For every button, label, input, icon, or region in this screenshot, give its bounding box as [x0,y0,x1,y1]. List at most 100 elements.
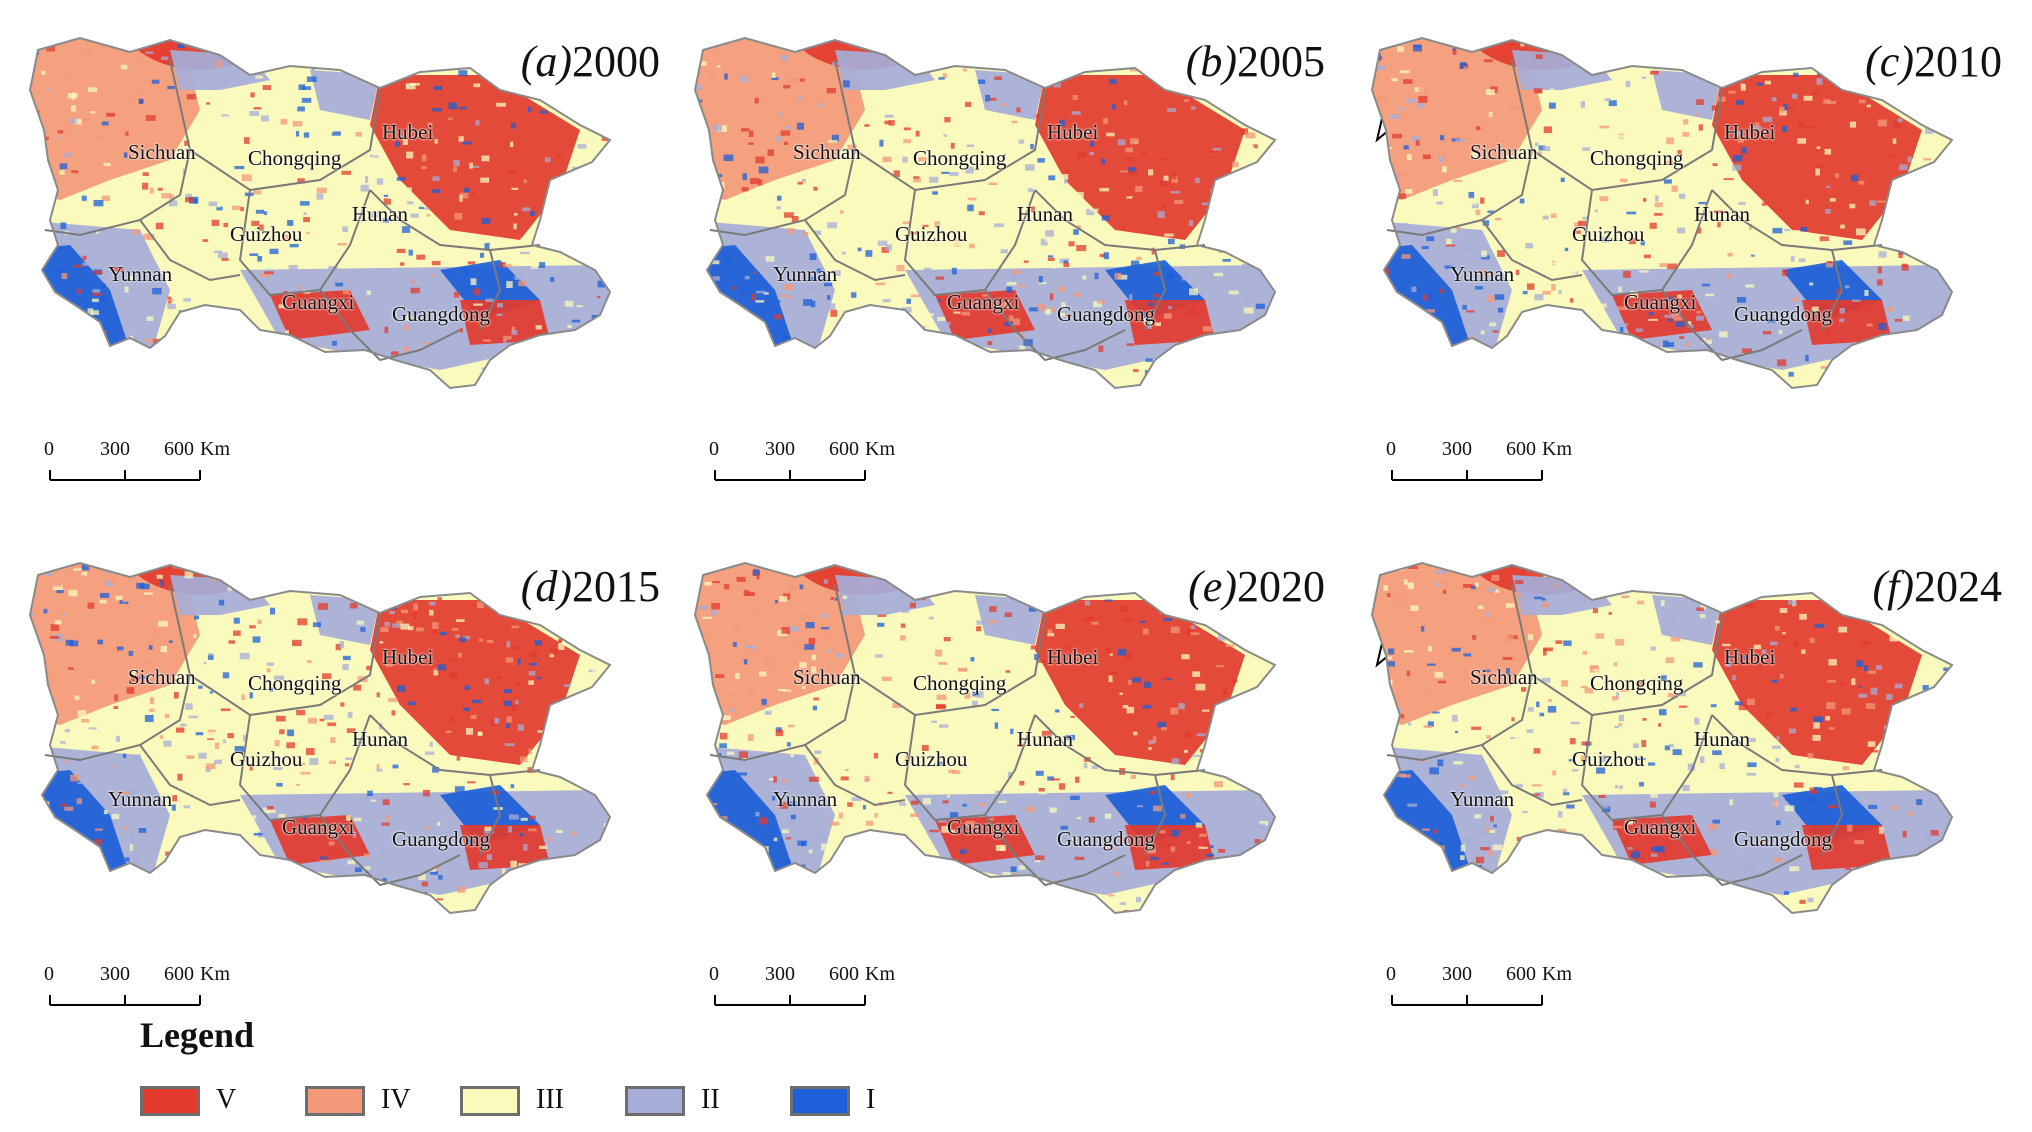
scale-bar-line [714,995,866,1006]
panel-year: 2000 [572,37,660,86]
province-label-sichuan: Sichuan [793,140,861,164]
province-label-hunan: Hunan [1694,202,1750,226]
province-border [189,89,381,192]
panel-year: 2024 [1914,562,2002,611]
region-outline [693,561,1277,915]
province-label-sichuan: Sichuan [1470,140,1538,164]
scale-tick-label: 0 [709,438,719,460]
scale-unit: Km [865,963,895,985]
scale-tick-label: 300 [100,438,130,460]
province-label-yunnan: Yunnan [773,787,838,811]
legend-label-i: I [866,1084,876,1115]
province-border [1711,189,1883,252]
province-label-chongqing: Chongqing [248,146,342,170]
province-label-guizhou: Guizhou [895,222,968,246]
panel-year: 2005 [1237,37,1325,86]
panel-title: (c)2010 [1865,36,2002,87]
province-label-yunnan: Yunnan [773,262,838,286]
province-border [238,189,371,297]
province-label-chongqing: Chongqing [913,146,1007,170]
scale-tick-label: 300 [1442,963,1472,985]
province-label-hunan: Hunan [352,202,408,226]
province-label-guangdong: Guangdong [392,827,490,851]
map-panel-d: (d)2015NSichuanChongqingHubeiHunanGuizho… [20,555,738,1025]
province-border [1661,289,1803,362]
choropleth-map [693,561,1277,915]
province-border [319,814,461,887]
province-label-chongqing: Chongqing [1590,146,1684,170]
map-panel-e: (e)2020NSichuanChongqingHubeiHunanGuizho… [685,555,1403,1025]
province-border [903,189,1036,297]
panel-tag: (c) [1865,37,1914,86]
scale-tick-label: 300 [1442,438,1472,460]
province-border [804,744,906,807]
province-label-guizhou: Guizhou [1572,747,1645,771]
province-border [804,219,906,282]
province-label-guizhou: Guizhou [895,747,968,771]
province-border [1386,59,1534,237]
province-border [479,249,502,331]
province-label-guangxi: Guangxi [1624,290,1697,314]
region-outline [1370,36,1954,390]
scale-tick-label: 0 [709,963,719,985]
legend-label-iii: III [536,1084,564,1115]
province-label-guangdong: Guangdong [1057,302,1155,326]
region-outline [1370,561,1954,915]
class-iv-region [1372,563,1542,725]
province-border [479,774,502,856]
province-label-yunnan: Yunnan [108,262,173,286]
province-border [369,714,541,777]
province-border [238,714,371,822]
province-label-guangxi: Guangxi [282,290,355,314]
province-label-hunan: Hunan [1017,727,1073,751]
scale-unit: Km [200,438,230,460]
panel-tag: (f) [1872,562,1914,611]
panel-title: (b)2005 [1186,36,1325,87]
legend-swatch-iv [305,1086,365,1116]
province-border [1034,714,1206,777]
class-ii-north2 [310,70,380,120]
scale-bar: 0 300 600 Km [1378,438,1572,508]
map-panel-b: (b)2005NSichuanChongqingHubeiHunanGuizho… [685,30,1403,500]
class-v-guangxi [270,815,370,865]
province-label-hunan: Hunan [352,727,408,751]
class-v-guangxi [1612,290,1712,340]
province-label-sichuan: Sichuan [1470,665,1538,689]
province-border [709,59,857,237]
province-border [1144,249,1167,331]
class-ii-north2 [1652,70,1722,120]
legend-swatch-ii [625,1086,685,1116]
scale-bar-line [49,995,201,1006]
scale-bar-line [714,470,866,481]
panel-year: 2020 [1237,562,1325,611]
scale-tick-label: 600 [1506,438,1536,460]
map-panel-a: (a)2000NSichuanChongqingHubeiHunanGuizho… [20,30,738,500]
province-border [1144,774,1167,856]
province-label-guangdong: Guangdong [1057,827,1155,851]
province-label-hubei: Hubei [1047,645,1099,669]
scale-unit: Km [865,438,895,460]
province-label-chongqing: Chongqing [913,671,1007,695]
choropleth-map [693,36,1277,390]
province-label-guizhou: Guizhou [230,222,303,246]
province-border [1821,249,1844,331]
panel-year: 2010 [1914,37,2002,86]
class-v-hubei [1035,600,1245,765]
province-label-sichuan: Sichuan [793,665,861,689]
province-border [1821,774,1844,856]
panel-title: (d)2015 [521,561,660,612]
province-border [44,584,192,762]
legend-label-iv: IV [381,1084,411,1115]
province-border [1531,89,1723,192]
province-label-hubei: Hubei [1724,645,1776,669]
province-border [1481,744,1583,807]
province-border [1481,219,1583,282]
scale-tick-label: 600 [829,963,859,985]
scale-bar-line [1391,995,1543,1006]
panel-title: (a)2000 [521,36,660,87]
class-iv-region [30,563,200,725]
province-label-hubei: Hubei [1724,120,1776,144]
legend-label-v: V [216,1084,237,1115]
scale-tick-label: 0 [44,963,54,985]
province-border [1386,584,1534,762]
